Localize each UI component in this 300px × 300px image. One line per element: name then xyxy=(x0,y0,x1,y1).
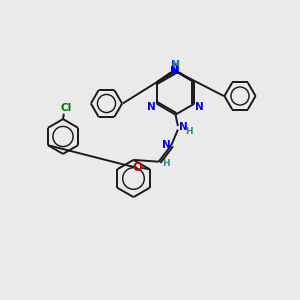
Text: N: N xyxy=(195,102,204,112)
Text: N: N xyxy=(170,66,179,76)
Text: N: N xyxy=(171,60,180,70)
Text: N: N xyxy=(161,140,170,150)
Text: N: N xyxy=(147,102,156,112)
Text: Cl: Cl xyxy=(60,103,72,113)
Text: N: N xyxy=(171,66,179,76)
Text: H: H xyxy=(185,128,193,136)
Text: O: O xyxy=(132,161,142,174)
Text: H: H xyxy=(171,60,179,69)
Text: H: H xyxy=(162,159,170,168)
Text: N: N xyxy=(179,122,188,132)
Text: H: H xyxy=(171,60,179,69)
